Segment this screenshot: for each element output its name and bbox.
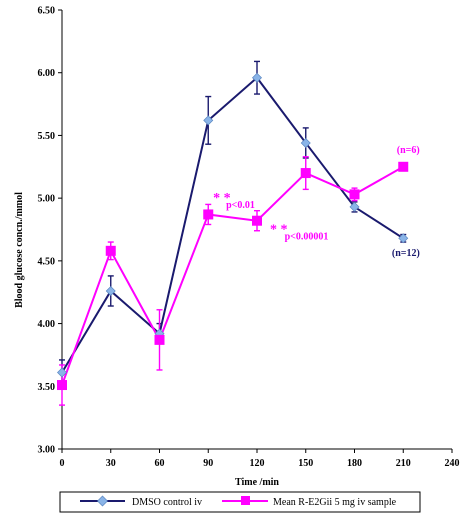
x-tick-label: 60 [155,458,165,469]
data-point-r-e2gii [203,209,214,220]
y-axis-title-group: Blood glucose concn./mmol [14,192,25,308]
data-point-dmso [252,72,262,83]
y-axis-title: Blood glucose concn./mmol [14,192,25,308]
y-tick-label: 5.00 [38,194,56,205]
annotation-label: * * [270,222,288,237]
data-point-r-e2gii [105,245,116,256]
legend-marker-dmso [97,495,108,507]
y-tick-label: 3.00 [38,445,56,456]
annotation-label: (n=6) [397,145,420,156]
data-point-dmso [57,367,67,378]
legend: DMSO control iv Mean R-E2Gii 5 mg iv sam… [59,491,421,513]
series-lines [61,76,404,386]
legend-item-dmso: DMSO control iv [80,495,202,508]
x-tick-label: 120 [250,458,265,469]
data-point-dmso [203,115,214,126]
data-point-dmso [349,201,360,212]
y-tick-label: 6.00 [38,68,56,79]
data-point-dmso [300,137,311,148]
x-tick-label: 150 [298,458,313,469]
annotations: * *p<0.01* *p<0.00001(n=6)(n=12) [213,145,420,259]
annotation-label: p<0.01 [226,200,255,211]
legend-label-dmso: DMSO control iv [132,497,202,508]
x-tick-label: 240 [445,458,460,469]
x-tick-label: 90 [203,458,213,469]
annotation-label: (n=12) [392,248,420,259]
series-line-r-e2gii [61,165,404,386]
data-point-r-e2gii [57,380,67,391]
axes: 3.00 3.50 4.00 4.50 5.00 5.50 6.00 6.50 0 30 60 90 1… [38,6,460,470]
x-axis-title: Time /min [235,477,279,488]
y-tick-label: 4.00 [38,319,56,330]
data-point-r-e2gii [398,161,409,172]
y-tick-label: 3.50 [38,382,56,393]
x-tick-label: 210 [396,458,411,469]
data-point-r-e2gii [300,168,311,179]
legend-marker-r-e2gii [241,496,250,505]
error-bars [59,60,407,406]
y-tick-label: 4.50 [38,256,56,267]
x-tick-label: 0 [60,458,65,469]
series-markers [57,72,409,391]
series-line-dmso [61,76,404,374]
legend-label-r-e2gii: Mean R-E2Gii 5 mg iv sample [273,497,397,508]
annotation-label: * * [213,191,231,206]
y-tick-label: 6.50 [38,6,56,17]
annotation-label: p<0.00001 [285,232,329,243]
data-point-dmso [398,233,409,244]
legend-item-r-e2gii: Mean R-E2Gii 5 mg iv sample [222,496,397,508]
x-tick-label: 30 [106,458,116,469]
x-tick-label: 180 [347,458,362,469]
y-tick-label: 5.50 [38,131,56,142]
data-point-r-e2gii [252,215,262,226]
data-point-r-e2gii [349,189,360,200]
data-point-r-e2gii [154,334,165,345]
data-point-dmso [105,285,116,296]
